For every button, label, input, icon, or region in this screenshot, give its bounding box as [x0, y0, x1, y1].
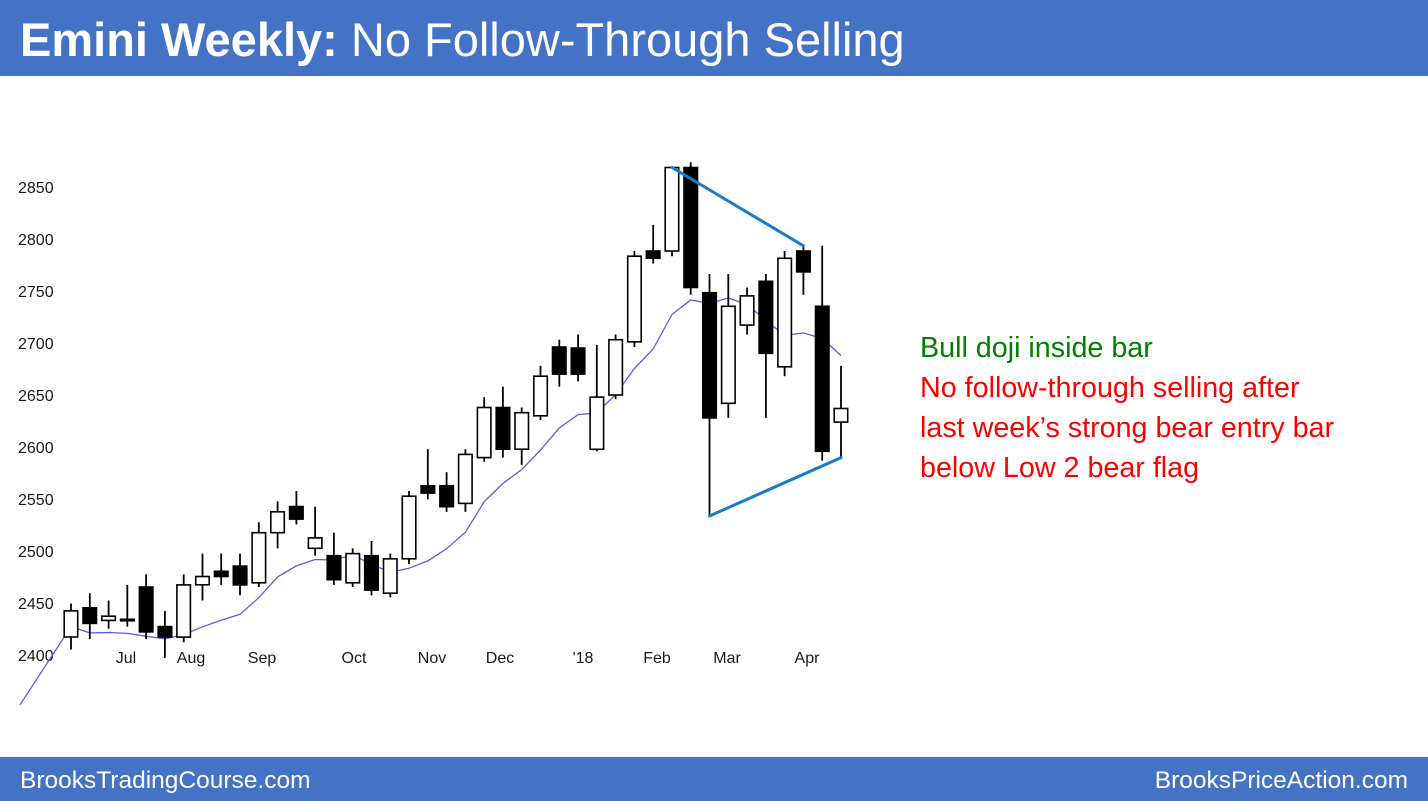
svg-text:2650: 2650 — [18, 388, 54, 405]
svg-text:2600: 2600 — [18, 440, 54, 457]
svg-text:2550: 2550 — [18, 492, 54, 509]
svg-text:2500: 2500 — [18, 544, 54, 561]
svg-text:Mar: Mar — [713, 650, 741, 667]
svg-text:Feb: Feb — [643, 650, 671, 667]
svg-text:2750: 2750 — [18, 284, 54, 301]
svg-text:Dec: Dec — [486, 650, 514, 667]
svg-text:2800: 2800 — [18, 232, 54, 249]
svg-text:Apr: Apr — [795, 650, 821, 667]
svg-text:Oct: Oct — [342, 650, 367, 667]
svg-text:2850: 2850 — [18, 180, 54, 197]
svg-text:Nov: Nov — [418, 650, 446, 667]
svg-text:'18: '18 — [573, 650, 594, 667]
svg-text:Jul: Jul — [116, 650, 136, 667]
svg-text:2700: 2700 — [18, 336, 54, 353]
svg-text:Sep: Sep — [248, 650, 277, 667]
svg-text:Aug: Aug — [177, 650, 205, 667]
svg-text:2450: 2450 — [18, 596, 54, 613]
